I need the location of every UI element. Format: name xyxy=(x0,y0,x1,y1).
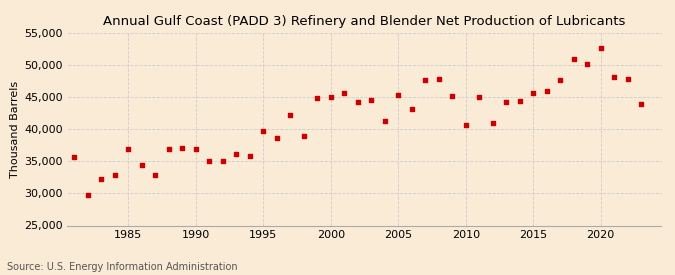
Point xyxy=(217,159,228,164)
Point xyxy=(109,173,120,178)
Point xyxy=(555,78,566,82)
Point xyxy=(258,128,269,133)
Point xyxy=(204,159,215,164)
Point xyxy=(366,98,377,103)
Point xyxy=(312,96,323,100)
Point xyxy=(352,100,363,104)
Title: Annual Gulf Coast (PADD 3) Refinery and Blender Net Production of Lubricants: Annual Gulf Coast (PADD 3) Refinery and … xyxy=(103,15,626,28)
Point xyxy=(285,113,296,117)
Point xyxy=(541,89,552,94)
Point xyxy=(339,90,350,95)
Point xyxy=(325,95,336,99)
Point xyxy=(622,76,633,81)
Point xyxy=(177,146,188,150)
Point xyxy=(393,93,404,97)
Point xyxy=(190,147,201,151)
Point xyxy=(528,90,539,95)
Y-axis label: Thousand Barrels: Thousand Barrels xyxy=(10,81,20,178)
Point xyxy=(474,94,485,99)
Point xyxy=(69,155,80,159)
Point xyxy=(406,107,417,112)
Point xyxy=(82,193,93,197)
Text: Source: U.S. Energy Information Administration: Source: U.S. Energy Information Administ… xyxy=(7,262,238,272)
Point xyxy=(609,75,620,79)
Point xyxy=(136,163,147,167)
Point xyxy=(271,136,282,141)
Point xyxy=(96,177,107,182)
Point xyxy=(150,173,161,177)
Point xyxy=(636,101,647,106)
Point xyxy=(501,100,512,104)
Point xyxy=(460,123,471,127)
Point xyxy=(514,99,525,103)
Point xyxy=(231,152,242,156)
Point xyxy=(163,146,174,151)
Point xyxy=(487,121,498,126)
Point xyxy=(420,78,431,82)
Point xyxy=(447,94,458,98)
Point xyxy=(379,119,390,123)
Point xyxy=(433,76,444,81)
Point xyxy=(123,146,134,151)
Point xyxy=(298,133,309,138)
Point xyxy=(582,62,593,67)
Point xyxy=(568,56,579,61)
Point xyxy=(244,154,255,158)
Point xyxy=(595,46,606,50)
